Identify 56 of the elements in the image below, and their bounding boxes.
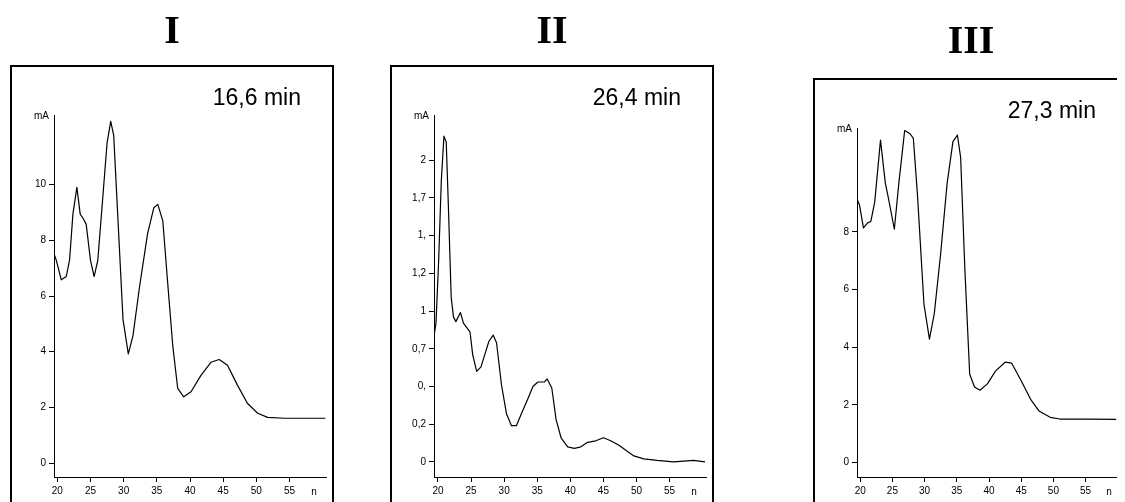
y-tick-label: 8 — [843, 225, 850, 237]
x-tick-label: 50 — [1047, 484, 1060, 496]
x-tick-label: 45 — [217, 484, 230, 496]
x-tick-label: 55 — [283, 484, 296, 496]
y-tick-label: 2 — [40, 401, 47, 413]
x-tick-label: 30 — [498, 484, 511, 496]
y-axis-title: mA — [837, 123, 853, 134]
text: 16,6 min — [212, 84, 301, 110]
y-axis-title: mA — [34, 110, 50, 121]
x-tick-label: 50 — [630, 484, 643, 496]
x-tick-label: 35 — [531, 484, 544, 496]
y-tick-label: 4 — [843, 340, 850, 352]
y-axis-title: mA — [414, 110, 430, 121]
y-tick-label: 10 — [34, 178, 47, 190]
x-axis-title: n — [691, 485, 697, 497]
x-tick-label: 20 — [51, 484, 64, 496]
y-tick-label: 8 — [40, 234, 47, 246]
x-tick-label: 20 — [432, 484, 444, 496]
y-tick-label: 0, — [417, 380, 426, 392]
y-tick-label: 1,7 — [412, 191, 427, 203]
y-tick-label: 6 — [40, 289, 47, 301]
x-tick-label: 35 — [151, 484, 163, 496]
x-tick-label: 50 — [250, 484, 263, 496]
y-tick-label: 6 — [843, 283, 850, 295]
x-tick-label: 25 — [886, 484, 899, 496]
y-tick-label: 0,7 — [412, 342, 427, 354]
y-tick-label: 0 — [843, 456, 850, 468]
chart-title: I — [163, 7, 181, 53]
x-tick-label: 55 — [664, 484, 676, 496]
x-tick-label: 55 — [1080, 484, 1092, 496]
y-tick-label: 1 — [420, 304, 427, 316]
y-tick-label: 4 — [40, 345, 47, 357]
chart-title: III — [946, 16, 996, 63]
x-tick-label: 20 — [854, 484, 867, 496]
chart-title: II — [535, 7, 569, 53]
x-tick-label: 30 — [919, 484, 931, 496]
y-tick-label: 0,2 — [412, 417, 427, 429]
text: 27,3 min — [1007, 97, 1096, 123]
x-tick-label: 40 — [983, 484, 995, 496]
x-tick-label: 25 — [84, 484, 97, 496]
y-tick-label: 2 — [420, 154, 427, 165]
y-tick-label: 0 — [420, 455, 427, 467]
x-tick-label: 40 — [564, 484, 577, 496]
y-tick-label: 2 — [843, 398, 850, 410]
x-tick-label: 40 — [184, 484, 196, 496]
x-axis-title: n — [311, 485, 317, 497]
text: 26,4 min — [592, 84, 681, 110]
x-tick-label: 45 — [1015, 484, 1028, 496]
x-axis-title: n — [1106, 485, 1112, 497]
x-tick-label: 25 — [465, 484, 478, 496]
y-tick-label: 1, — [417, 229, 426, 241]
x-tick-label: 45 — [597, 484, 610, 496]
y-tick-label: 1,2 — [412, 267, 427, 279]
x-tick-label: 35 — [951, 484, 963, 496]
x-tick-label: 30 — [118, 484, 130, 496]
y-tick-label: 0 — [40, 456, 47, 468]
